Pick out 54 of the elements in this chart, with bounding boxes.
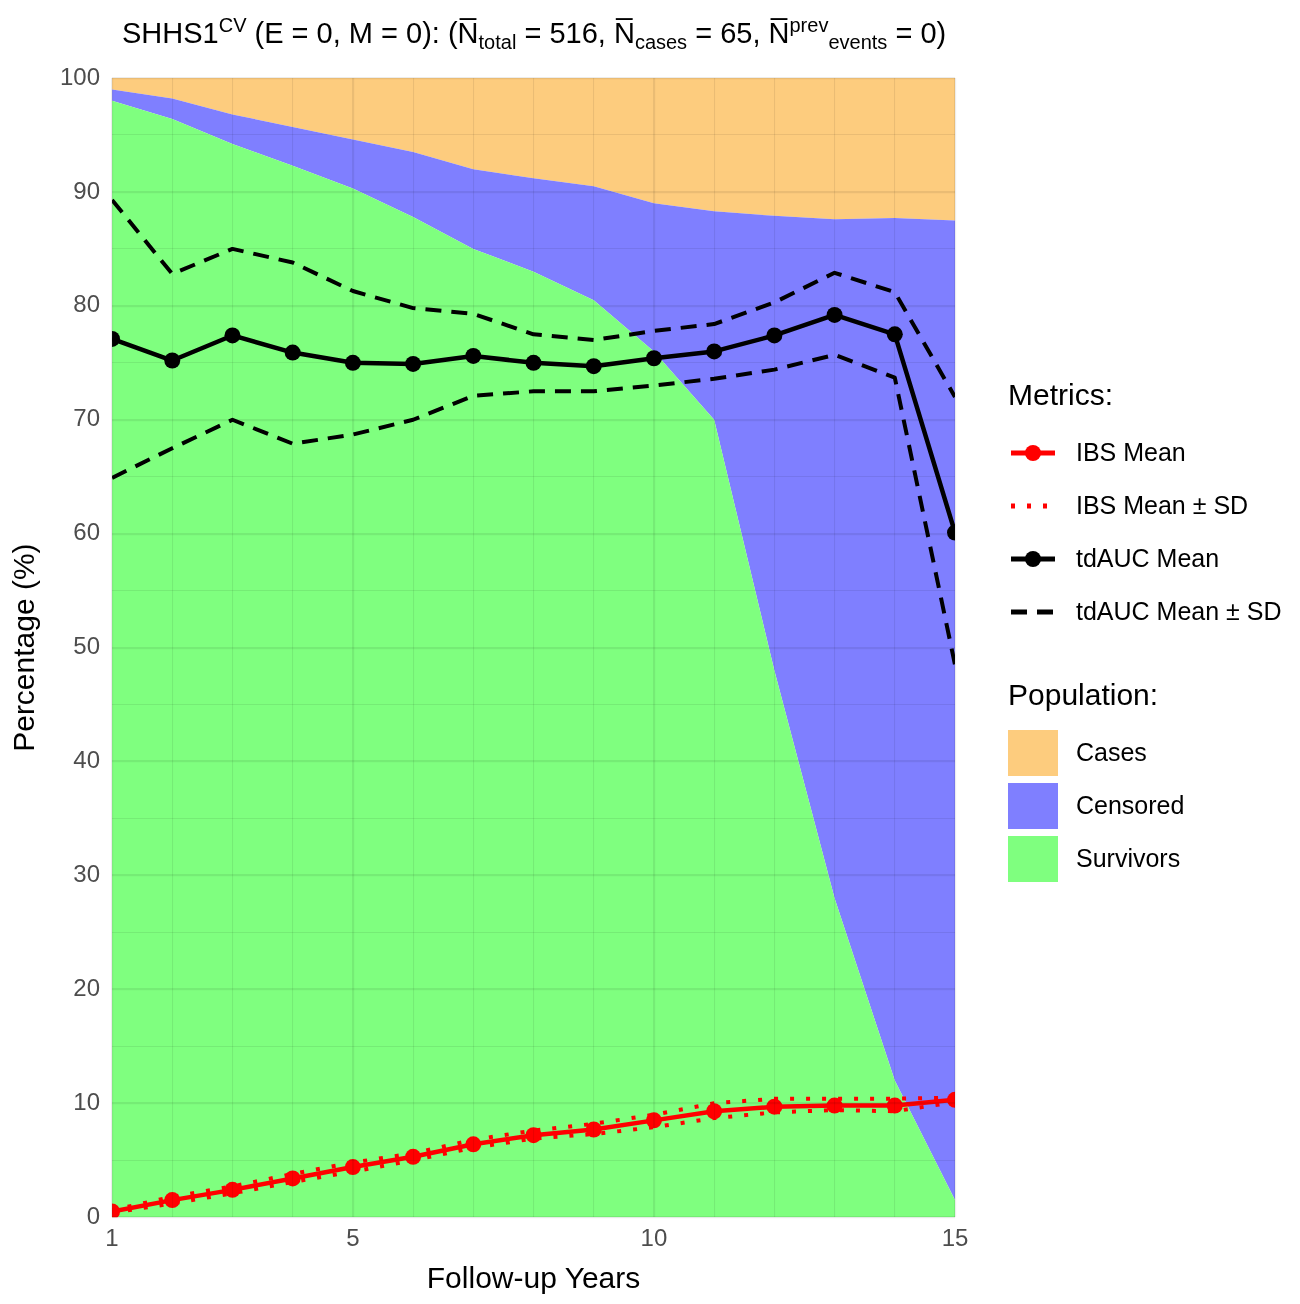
y-tick-label: 90 <box>73 176 101 204</box>
x-axis-title: Follow-up Years <box>426 1261 641 1295</box>
point <box>344 354 361 371</box>
x-tick-label: 1 <box>105 1224 119 1252</box>
point <box>826 306 843 323</box>
chart-title: SHHS1$^{CV}$ (E = 0, M = 0): (N̅$_{total}$ = 516, N̅$_{cases}$ = 65, N̅$^{prev}$$_{events}$ = 0) <box>122 14 947 54</box>
point <box>405 1148 422 1165</box>
point <box>405 355 422 372</box>
y-tick-label: 40 <box>73 746 101 774</box>
point <box>465 347 482 364</box>
point <box>826 1097 843 1114</box>
point <box>886 326 903 343</box>
point <box>706 1103 723 1120</box>
y-tick-label: 60 <box>73 518 101 546</box>
legend-label: IBS Mean <box>1076 438 1186 467</box>
point <box>585 358 602 375</box>
point <box>344 1159 361 1176</box>
point <box>525 1127 542 1144</box>
y-axis-title: Percentage (%) <box>7 543 41 752</box>
y-tick-label: 20 <box>73 973 101 1001</box>
point <box>164 1192 181 1209</box>
line-series <box>112 197 955 399</box>
point <box>224 1181 241 1198</box>
x-tick-label: 5 <box>346 1224 360 1252</box>
point <box>645 350 662 367</box>
point <box>525 354 542 371</box>
legend-label: Censored <box>1076 791 1185 820</box>
legend-label: Cases <box>1076 738 1147 767</box>
point <box>585 1121 602 1138</box>
y-tick-label: 50 <box>73 632 101 660</box>
point <box>284 344 301 361</box>
y-tick-label: 30 <box>73 860 101 888</box>
x-tick-label: 15 <box>941 1224 969 1252</box>
y-tick-label: 80 <box>73 290 101 318</box>
y-tick-label: 10 <box>73 1087 101 1115</box>
point <box>706 343 723 360</box>
point <box>164 352 181 369</box>
legend-label: tdAUC Mean <box>1076 544 1220 573</box>
text: Population: <box>1008 678 1160 712</box>
legend-label: IBS Mean ± SD <box>1076 491 1249 520</box>
legend-title: Metrics: <box>1008 378 1114 412</box>
point <box>766 327 783 344</box>
y-tick-label: 0 <box>86 1201 101 1229</box>
legend-label: tdAUC Mean ± SD <box>1076 597 1282 626</box>
point <box>465 1136 482 1153</box>
point <box>886 1097 903 1114</box>
point <box>224 327 241 344</box>
y-tick-label: 100 <box>60 62 101 90</box>
point <box>284 1170 301 1187</box>
point <box>766 1098 783 1115</box>
x-tick-label: 10 <box>640 1224 668 1252</box>
legend-label: Survivors <box>1076 844 1181 873</box>
y-tick-label: 70 <box>73 404 101 432</box>
point <box>645 1112 662 1129</box>
